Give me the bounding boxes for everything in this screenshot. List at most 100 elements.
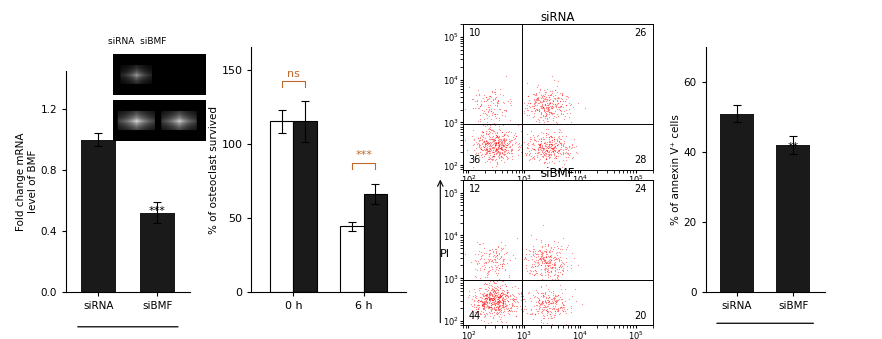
Point <box>481 277 495 283</box>
Point <box>530 95 544 101</box>
Point <box>554 103 568 108</box>
Point <box>536 108 550 114</box>
Point <box>534 294 549 299</box>
Point <box>548 267 562 273</box>
Point <box>531 295 545 301</box>
Point <box>509 314 523 319</box>
Point <box>518 303 532 308</box>
Point <box>482 113 496 119</box>
Point <box>492 283 506 289</box>
Point <box>490 252 505 258</box>
Point <box>482 267 497 272</box>
Point <box>487 290 501 296</box>
Point <box>496 147 510 152</box>
Point <box>484 304 498 310</box>
Point <box>495 302 509 307</box>
Point <box>496 122 510 127</box>
Point <box>548 88 562 93</box>
Point <box>498 130 512 135</box>
Point <box>535 102 549 107</box>
Point <box>473 154 487 159</box>
Point <box>560 111 574 116</box>
Point <box>527 97 542 102</box>
Point <box>483 106 497 112</box>
Point <box>537 114 551 119</box>
Point <box>532 136 546 141</box>
Point <box>541 310 555 315</box>
Point <box>535 299 549 304</box>
Point <box>520 144 534 150</box>
Point <box>474 295 488 300</box>
Point <box>475 133 489 138</box>
Point <box>498 142 512 148</box>
Point <box>487 296 501 302</box>
Point <box>538 260 552 265</box>
Point <box>556 142 570 148</box>
Point <box>547 95 561 100</box>
Point <box>540 269 554 274</box>
Point <box>484 127 498 133</box>
Point <box>562 100 576 106</box>
Point <box>484 154 498 159</box>
Point <box>522 151 536 157</box>
Point <box>500 260 514 266</box>
Point <box>521 93 535 98</box>
Point <box>504 296 518 302</box>
Point <box>484 302 498 307</box>
Point <box>477 277 491 283</box>
Point <box>496 299 510 304</box>
Point <box>492 300 506 305</box>
Point <box>490 267 505 273</box>
Point <box>476 129 490 135</box>
Point <box>532 300 546 305</box>
Point <box>531 146 545 152</box>
Point <box>472 285 486 291</box>
Point <box>534 271 548 276</box>
Point <box>501 149 515 155</box>
Point <box>481 256 495 262</box>
Point <box>482 127 497 132</box>
Point <box>531 147 545 153</box>
Point <box>550 83 564 89</box>
Point <box>493 302 507 307</box>
Point <box>477 290 491 296</box>
Point <box>494 154 508 159</box>
Point <box>541 299 555 304</box>
Point <box>524 108 538 114</box>
Point <box>539 250 553 255</box>
Point <box>497 252 511 257</box>
Point <box>482 108 496 114</box>
Point <box>485 156 499 161</box>
Point <box>540 308 554 314</box>
Point <box>494 153 508 158</box>
Point <box>559 107 573 113</box>
Point <box>487 127 501 133</box>
Point <box>539 248 553 254</box>
Point <box>550 307 564 313</box>
Point <box>499 287 513 292</box>
Point <box>474 249 488 255</box>
Point <box>490 264 505 269</box>
Point <box>497 149 511 155</box>
Point <box>492 303 506 308</box>
Point <box>483 146 497 152</box>
Point <box>528 311 542 317</box>
Point <box>493 311 507 317</box>
Point <box>508 256 522 261</box>
Point <box>542 247 557 253</box>
Point <box>534 103 549 108</box>
Point <box>529 106 543 111</box>
Point <box>536 113 550 118</box>
Point <box>472 242 486 247</box>
Point <box>492 294 506 299</box>
Point <box>534 255 548 260</box>
Y-axis label: Fold change mRNA
level of BMF: Fold change mRNA level of BMF <box>16 132 38 231</box>
Text: siRNA  siBMF: siRNA siBMF <box>108 37 166 46</box>
Point <box>497 147 512 152</box>
Point <box>503 144 517 150</box>
Point <box>496 300 510 305</box>
Point <box>550 306 564 312</box>
Point <box>549 312 563 318</box>
Point <box>490 139 505 145</box>
Point <box>527 273 541 278</box>
